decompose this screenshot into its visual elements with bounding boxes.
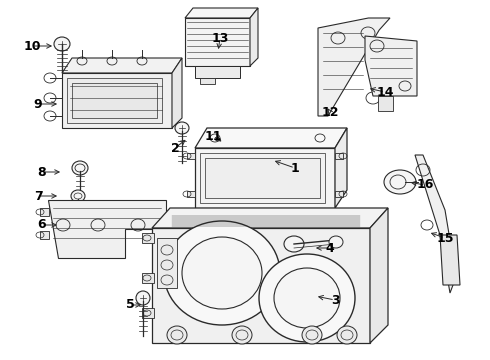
Text: 6: 6 xyxy=(38,219,47,231)
Ellipse shape xyxy=(302,326,322,344)
Bar xyxy=(142,273,154,283)
Text: 15: 15 xyxy=(436,231,454,244)
Text: 11: 11 xyxy=(204,130,222,143)
Polygon shape xyxy=(318,18,390,116)
Polygon shape xyxy=(62,73,172,128)
Polygon shape xyxy=(172,58,182,128)
Polygon shape xyxy=(415,155,453,293)
Ellipse shape xyxy=(74,193,82,199)
Ellipse shape xyxy=(211,19,225,33)
Ellipse shape xyxy=(390,175,406,189)
Bar xyxy=(300,208,306,216)
Text: 8: 8 xyxy=(38,166,47,179)
Bar xyxy=(280,208,286,216)
Bar xyxy=(200,78,215,84)
Polygon shape xyxy=(152,228,370,343)
Text: 13: 13 xyxy=(211,31,229,45)
Bar xyxy=(157,238,177,288)
Bar xyxy=(240,208,246,216)
Polygon shape xyxy=(335,128,347,208)
Polygon shape xyxy=(440,235,460,285)
Ellipse shape xyxy=(284,236,304,252)
Polygon shape xyxy=(195,148,335,208)
Polygon shape xyxy=(152,208,388,228)
Polygon shape xyxy=(365,36,417,96)
Ellipse shape xyxy=(175,122,189,134)
Bar xyxy=(200,208,206,216)
Bar xyxy=(200,153,325,203)
Bar xyxy=(320,208,326,216)
Bar xyxy=(195,66,240,78)
Ellipse shape xyxy=(274,268,340,328)
Text: 7: 7 xyxy=(34,189,42,202)
Text: 3: 3 xyxy=(331,293,339,306)
Ellipse shape xyxy=(232,326,252,344)
Ellipse shape xyxy=(337,326,357,344)
Text: 12: 12 xyxy=(321,105,339,118)
Ellipse shape xyxy=(72,161,88,175)
Ellipse shape xyxy=(54,37,70,51)
Bar xyxy=(260,208,266,216)
Text: 16: 16 xyxy=(416,179,434,192)
Ellipse shape xyxy=(167,326,187,344)
Text: 1: 1 xyxy=(291,162,299,175)
Text: 5: 5 xyxy=(125,298,134,311)
Polygon shape xyxy=(48,200,166,258)
Bar xyxy=(335,191,343,197)
Ellipse shape xyxy=(384,170,416,194)
Bar xyxy=(187,191,195,197)
Polygon shape xyxy=(185,8,258,18)
Text: 14: 14 xyxy=(376,85,394,99)
Bar xyxy=(187,153,195,159)
Bar xyxy=(335,153,343,159)
Bar xyxy=(220,208,226,216)
Ellipse shape xyxy=(71,190,85,202)
Text: 2: 2 xyxy=(171,141,179,154)
Polygon shape xyxy=(370,208,388,343)
Ellipse shape xyxy=(136,291,150,305)
Bar xyxy=(142,233,154,243)
Polygon shape xyxy=(250,8,258,66)
Polygon shape xyxy=(195,128,347,148)
Bar xyxy=(205,158,320,198)
Ellipse shape xyxy=(182,237,262,309)
Bar xyxy=(40,208,49,216)
Text: 9: 9 xyxy=(34,98,42,111)
Ellipse shape xyxy=(75,164,85,172)
Polygon shape xyxy=(62,58,182,73)
Text: 10: 10 xyxy=(23,40,41,53)
Ellipse shape xyxy=(164,221,280,325)
Polygon shape xyxy=(185,18,250,66)
Ellipse shape xyxy=(329,236,343,248)
Bar xyxy=(142,308,154,318)
Bar xyxy=(67,78,162,123)
Text: 4: 4 xyxy=(326,242,334,255)
Ellipse shape xyxy=(259,254,355,342)
Bar xyxy=(40,231,49,239)
Bar xyxy=(378,96,393,111)
Bar xyxy=(72,83,157,118)
